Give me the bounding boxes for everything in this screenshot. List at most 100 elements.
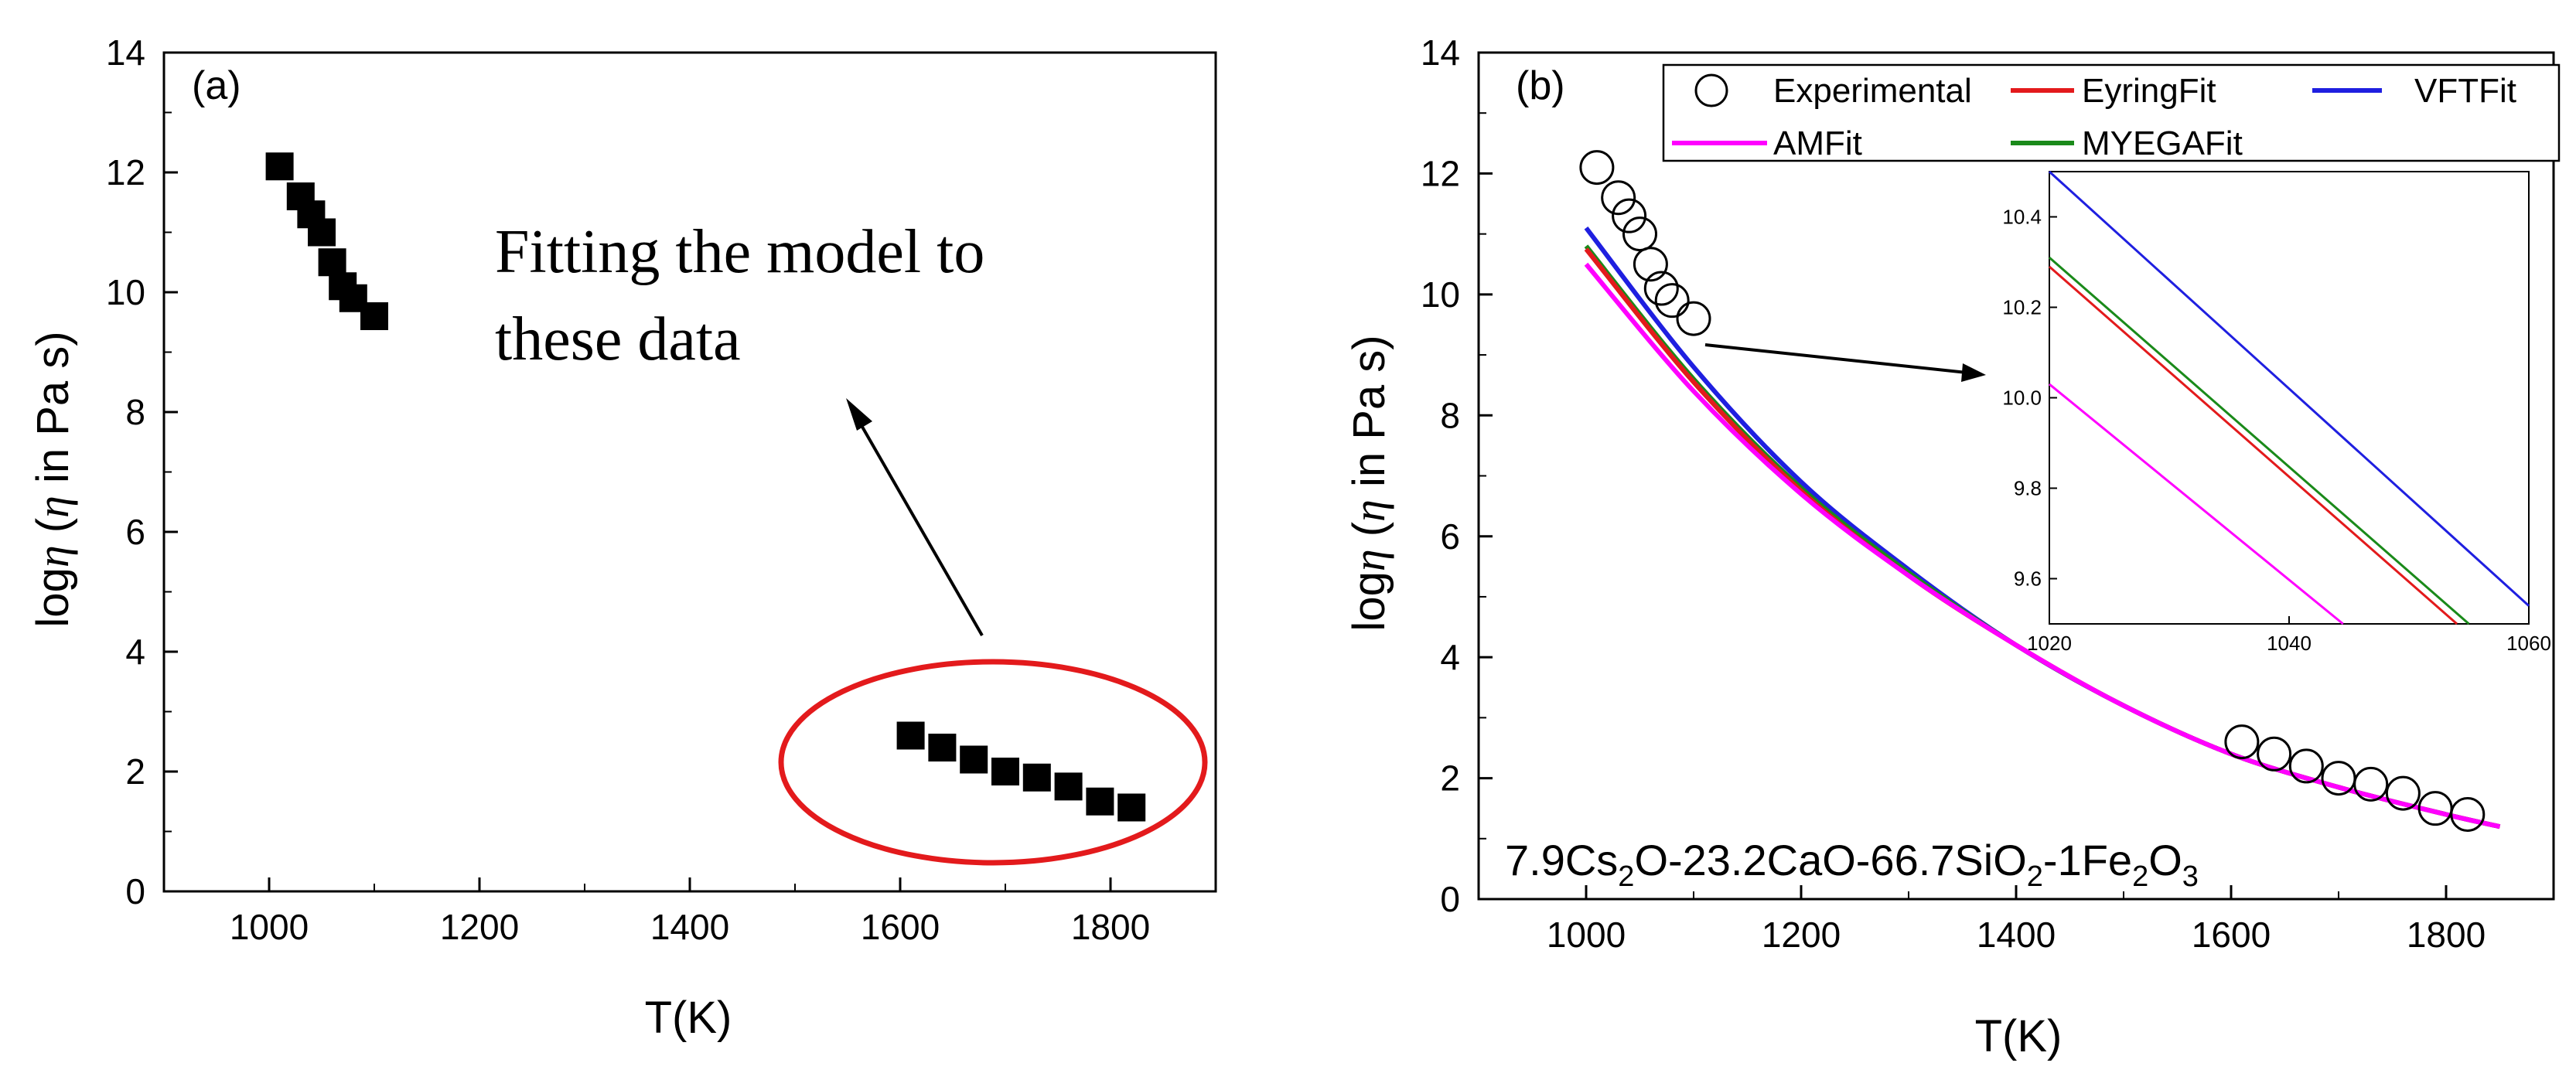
composition-sub-2: 2 <box>2027 860 2043 893</box>
panel-b-legend: Experimental EyringFit VFTFit AMFit MYEG… <box>1662 63 2561 162</box>
data-point-square <box>896 721 925 750</box>
panel-b-y-label-prefix: log <box>1344 571 1394 631</box>
panel-b-inset-arrow <box>1704 343 1967 374</box>
panel-b-x-axis-label: T(K) <box>1975 1011 2063 1061</box>
y-tick-label: 10 <box>1421 274 1460 315</box>
panel-b-inset: 1020 1040 1060 9.6 9.8 10.0 10.2 10.4 <box>2002 170 2551 655</box>
y-tick-label: 2 <box>125 751 145 792</box>
experimental-point <box>1676 301 1711 336</box>
data-point-square <box>1086 787 1114 816</box>
panel-b-y-label-open: ( <box>1344 522 1394 549</box>
inset-fit-lines <box>2048 170 2530 625</box>
legend-myega-label: MYEGAFit <box>2082 124 2243 162</box>
data-point-square <box>360 302 388 330</box>
experimental-point <box>1612 198 1647 233</box>
panel-b-label: (b) <box>1516 63 1565 108</box>
panel-b: 1000 1200 1400 1600 1800 0 2 4 6 8 10 12 14 (b) T(K)… <box>1344 32 2561 1061</box>
data-point-square <box>1022 763 1051 792</box>
fit-line-amfit <box>1584 262 2501 830</box>
data-point-square <box>265 152 294 181</box>
composition-sub-3: 2 <box>2132 860 2148 893</box>
experimental-point <box>2385 775 2421 811</box>
panel-a-arrow-head <box>846 398 872 431</box>
experimental-point <box>2224 724 2260 760</box>
composition-part-4: O <box>2148 836 2182 884</box>
panel-a-y-label-prefix: log <box>28 567 78 627</box>
experimental-point <box>1633 247 1668 282</box>
data-point-square <box>928 734 957 761</box>
y-tick-label: 6 <box>125 512 145 552</box>
inset-x-tick-label: 1060 <box>2506 632 2551 655</box>
panel-b-composition: 7.9Cs2O-23.2CaO-66.7SiO2-1Fe2O3 <box>1505 836 2199 893</box>
data-point-square <box>308 218 336 247</box>
composition-part-1: 7.9Cs <box>1505 836 1618 884</box>
y-tick-label: 4 <box>1440 637 1460 677</box>
panel-b-axis-ticks: 1000 1200 1400 1600 1800 0 2 4 6 8 10 12 14 <box>1421 32 2554 955</box>
inset-x-tick-label: 1020 <box>2027 632 2072 655</box>
panel-b-y-label-eta: η <box>1344 549 1394 571</box>
legend-eyring-label: EyringFit <box>2082 72 2216 110</box>
y-tick-label: 14 <box>1421 32 1460 73</box>
legend-vft-label: VFTFit <box>2414 72 2516 110</box>
experimental-point <box>2257 736 2292 772</box>
panel-a-y-label-open: ( <box>28 518 78 545</box>
x-tick-label: 1400 <box>1977 915 2056 955</box>
inset-line-vftfit <box>2048 170 2530 607</box>
experimental-point <box>2353 766 2389 802</box>
panel-b-inset-arrow-head <box>1961 363 1986 382</box>
panel-a-annotation-line1: Fitting the model to <box>495 218 984 286</box>
legend-am-label: AMFit <box>1773 124 1862 162</box>
legend-box <box>1662 63 2561 162</box>
x-tick-label: 1000 <box>230 907 309 947</box>
composition-sub-4: 3 <box>2182 860 2199 893</box>
inset-line-eyringfit <box>2049 265 2458 625</box>
experimental-point <box>1601 180 1636 216</box>
panel-a-y-label-rest: in Pa s) <box>28 331 78 496</box>
panel-b-y-label-rest: in Pa s) <box>1344 335 1394 499</box>
legend-experimental-label: Experimental <box>1773 72 1972 110</box>
y-tick-label: 14 <box>106 32 145 73</box>
experimental-point <box>2417 791 2453 826</box>
y-tick-label: 8 <box>125 392 145 432</box>
panel-b-fit-lines <box>1584 226 2501 830</box>
x-tick-label: 1400 <box>650 907 729 947</box>
experimental-point <box>1579 150 1615 186</box>
panel-a-x-axis-label: T(K) <box>645 993 732 1043</box>
y-tick-label: 12 <box>106 152 145 192</box>
x-tick-label: 1600 <box>2192 915 2271 955</box>
composition-sub-1: 2 <box>1618 860 1634 893</box>
experimental-point <box>1622 216 1657 252</box>
panel-a-annotation-arrow <box>855 417 984 636</box>
panel-a-label: (a) <box>192 63 241 108</box>
panel-a-annotation-line2: these data <box>495 305 741 373</box>
inset-line-amfit <box>2049 383 2344 625</box>
y-tick-label: 10 <box>106 272 145 312</box>
panel-a-y-axis-label: logη (η in Pa s) <box>28 331 78 627</box>
y-tick-label: 0 <box>1440 879 1460 919</box>
experimental-point <box>1643 271 1679 306</box>
panel-a-y-label-eta: η <box>28 545 78 567</box>
y-tick-label: 2 <box>1440 758 1460 799</box>
data-point-square <box>960 745 988 774</box>
y-tick-label: 12 <box>1421 154 1460 194</box>
x-tick-label: 1200 <box>1762 915 1841 955</box>
panel-a-axis-ticks: 1000 1200 1400 1600 1800 0 2 4 6 8 10 12 14 <box>106 32 1216 947</box>
experimental-point <box>1654 283 1690 319</box>
experimental-point <box>2321 761 2356 796</box>
x-tick-label: 1200 <box>440 907 519 947</box>
data-point-square <box>1054 772 1083 801</box>
inset-y-tick-label: 9.6 <box>2014 567 2042 591</box>
panel-b-y-label-eta-2: η <box>1344 499 1394 522</box>
panel-b-experimental-points <box>1579 150 2486 832</box>
data-point-square <box>318 248 346 277</box>
panel-a-plot-frame <box>162 51 1217 893</box>
inset-plot-frame <box>2049 171 2530 625</box>
inset-y-tick-label: 9.8 <box>2014 477 2042 500</box>
x-tick-label: 1000 <box>1547 915 1626 955</box>
legend-experimental-marker <box>1694 73 1728 107</box>
inset-y-tick-label: 10.4 <box>2002 206 2042 229</box>
inset-x-tick-label: 1040 <box>2267 632 2312 655</box>
y-tick-label: 8 <box>1440 395 1460 435</box>
inset-line-myegafit <box>2049 257 2470 625</box>
